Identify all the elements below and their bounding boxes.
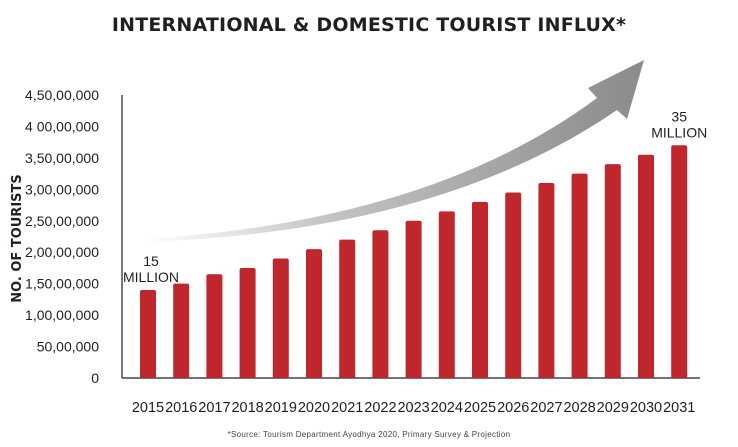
x-tick-label: 2027 <box>530 400 562 416</box>
y-tick-label: 0 <box>91 370 99 386</box>
y-tick-label: 2,50,00,000 <box>25 213 99 229</box>
bar-2018 <box>239 267 256 378</box>
y-tick-label: 3,00,00,000 <box>25 181 99 197</box>
y-axis-title: NO. OF TOURISTS <box>10 174 25 302</box>
bar-2022 <box>372 230 389 378</box>
y-tick-label: 50,00,000 <box>37 339 99 355</box>
source-note: *Source: Tourism Department Ayodhya 2020… <box>227 430 511 439</box>
bar-2029 <box>604 164 621 378</box>
x-tick-label: 2022 <box>364 400 396 416</box>
y-tick-label: 3,50,00,000 <box>25 150 99 166</box>
bar-2023 <box>405 220 422 378</box>
x-tick-label: 2030 <box>630 400 662 416</box>
y-tick-label: 1,00,00,000 <box>25 307 99 323</box>
bar-2030 <box>638 154 654 378</box>
bar-2020 <box>306 249 322 378</box>
y-tick-label: 4 00,00,000 <box>25 118 99 134</box>
bar-2025 <box>472 201 488 378</box>
chart-title: INTERNATIONAL & DOMESTIC TOURIST INFLUX* <box>111 14 627 36</box>
y-tick-label: 4,50,00,000 <box>25 87 99 103</box>
y-tick-label: 1,50,00,000 <box>25 276 99 292</box>
bar-2016 <box>173 283 190 378</box>
x-tick-label: 2016 <box>165 400 197 416</box>
annotation-label: MILLION <box>123 269 179 285</box>
bar-2026 <box>505 192 522 378</box>
annotation-label: 15 <box>143 253 159 269</box>
bar-2028 <box>571 173 588 378</box>
annotation-label: MILLION <box>651 124 707 140</box>
trend-arrow <box>143 60 644 242</box>
y-tick-label: 2,00,00,000 <box>25 244 99 260</box>
x-tick-label: 2026 <box>497 400 529 416</box>
x-tick-label: 2017 <box>198 400 230 416</box>
x-tick-label: 2019 <box>265 400 297 416</box>
bar-2015 <box>140 289 156 378</box>
x-tick-label: 2020 <box>298 400 330 416</box>
x-tick-label: 2024 <box>431 400 463 416</box>
x-tick-label: 2023 <box>397 400 429 416</box>
bar-2027 <box>538 183 555 378</box>
bar-2024 <box>438 211 455 378</box>
bar-2017 <box>206 274 223 378</box>
x-tick-label: 2025 <box>464 400 496 416</box>
x-tick-label: 2029 <box>597 400 629 416</box>
x-tick-label: 2015 <box>132 400 164 416</box>
annotation-label: 35 <box>671 108 687 124</box>
x-tick-label: 2018 <box>231 400 263 416</box>
bar-2031 <box>671 145 688 378</box>
x-tick-label: 2031 <box>663 400 695 416</box>
x-tick-label: 2021 <box>331 400 363 416</box>
x-tick-label: 2028 <box>563 400 595 416</box>
bar-2021 <box>339 239 356 378</box>
bar-2019 <box>272 258 289 378</box>
